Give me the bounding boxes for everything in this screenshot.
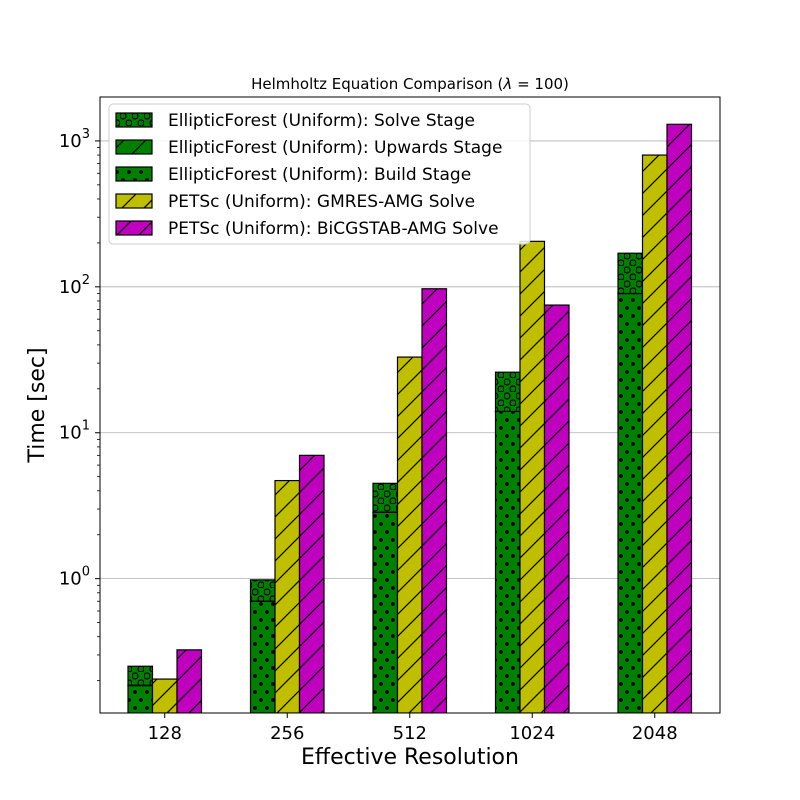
legend-swatch-hatch [115, 166, 153, 182]
legend-label: EllipticForest (Uniform): Solve Stage [168, 111, 475, 131]
x-tick-label: 256 [270, 723, 304, 744]
x-tick-label: 1024 [509, 723, 555, 744]
legend-label: EllipticForest (Uniform): Build Stage [168, 165, 471, 185]
bar-hatch [372, 482, 399, 513]
bar-hatch [176, 649, 203, 713]
bar-hatch [372, 511, 399, 713]
legend-swatch-hatch [115, 193, 153, 209]
bar-hatch [127, 665, 154, 686]
bar-hatch [617, 252, 644, 295]
legend-label: EllipticForest (Uniform): Upwards Stage [168, 138, 502, 158]
y-tick-label: 100 [59, 565, 90, 590]
bar-hatch [421, 288, 448, 713]
x-tick-label: 512 [393, 723, 427, 744]
legend-label: PETSc (Uniform): BiCGSTAB-AMG Solve [168, 219, 499, 239]
y-tick-label: 101 [59, 419, 90, 444]
legend-label: PETSc (Uniform): GMRES-AMG Solve [168, 192, 475, 212]
bar-hatch [396, 356, 423, 713]
y-axis-label: Time [sec] [25, 347, 50, 463]
x-tick-label: 128 [148, 723, 182, 744]
bar-hatch [617, 292, 644, 713]
bar-hatch [494, 410, 521, 713]
bar-hatch [274, 479, 301, 713]
legend-box [108, 103, 531, 245]
bar-hatch [151, 678, 178, 713]
bar-hatch [519, 240, 546, 713]
chart-title: Helmholtz Equation Comparison (λ = 100) [251, 75, 569, 93]
bar-hatch [249, 600, 276, 713]
bar-hatch [127, 684, 154, 713]
x-axis-label: Effective Resolution [301, 745, 519, 770]
y-tick-label: 102 [59, 273, 90, 298]
bar-hatch [666, 123, 693, 713]
legend-swatch-hatch [115, 139, 153, 155]
bar-hatch [641, 154, 668, 713]
bar-hatch [494, 371, 521, 413]
y-tick-label: 103 [59, 127, 90, 152]
legend-swatch-hatch [115, 220, 153, 236]
bars [127, 123, 693, 713]
bar-hatch [298, 454, 325, 713]
legend-swatch-hatch [115, 112, 153, 128]
x-tick-label: 2048 [632, 723, 678, 744]
legend: EllipticForest (Uniform): Solve Stage Ell… [108, 103, 531, 245]
bar-hatch [543, 304, 570, 713]
axis-ticks: 100 101 102 103 128 256 512 1024 2048 [59, 127, 678, 744]
bar-hatch [249, 579, 276, 602]
